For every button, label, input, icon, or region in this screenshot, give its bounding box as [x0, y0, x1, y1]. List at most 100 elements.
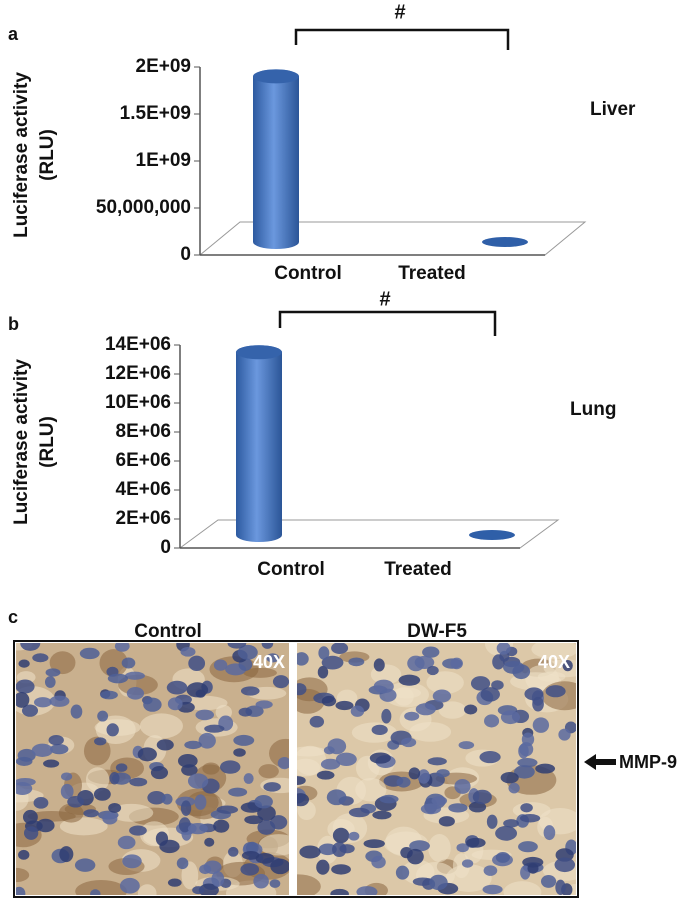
nucleus: [554, 857, 576, 873]
nucleus: [90, 889, 101, 895]
nucleus: [398, 674, 421, 686]
magnification: 40X: [538, 652, 570, 672]
nucleus: [522, 856, 544, 868]
panel-label: a: [8, 24, 19, 44]
nucleus: [348, 657, 365, 667]
nucleus: [472, 789, 492, 805]
nucleus: [532, 717, 550, 733]
nucleus: [121, 657, 136, 669]
nucleus: [500, 771, 519, 784]
nucleus: [97, 710, 109, 722]
nucleus: [461, 859, 474, 868]
nucleus: [415, 703, 436, 716]
nucleus: [50, 743, 69, 755]
nucleus: [178, 817, 191, 833]
nucleus: [484, 714, 500, 728]
nucleus: [94, 737, 107, 746]
nucleus: [327, 738, 347, 755]
stroma: [49, 651, 76, 675]
nucleus: [187, 823, 208, 835]
bar-top: [253, 69, 299, 84]
arrow: [584, 754, 616, 770]
stroma: [181, 861, 199, 890]
nucleus: [316, 859, 330, 875]
nucleus: [122, 854, 142, 869]
nucleus: [431, 796, 448, 806]
nucleus: [297, 776, 306, 785]
nucleus: [238, 707, 253, 717]
y-axis-label: (RLU): [37, 129, 58, 181]
nucleus: [243, 773, 254, 784]
nucleus: [177, 754, 198, 768]
y-tick-label: 4E+06: [116, 479, 171, 500]
nucleus: [147, 791, 166, 805]
significance-bracket: [294, 28, 510, 50]
nucleus: [257, 820, 276, 835]
nucleus: [543, 825, 556, 841]
nucleus: [198, 732, 216, 749]
annotation: MMP-9: [619, 752, 677, 772]
nucleus: [237, 644, 258, 660]
nucleus: [495, 851, 511, 863]
nucleus: [181, 764, 198, 776]
nucleus: [129, 825, 147, 836]
stroma: [384, 682, 430, 708]
organ-label: Liver: [590, 99, 636, 120]
nucleus: [562, 659, 573, 672]
nucleus: [297, 793, 310, 807]
y-tick-label: 1E+09: [136, 150, 191, 171]
nucleus: [33, 697, 52, 708]
nucleus: [318, 843, 337, 856]
nucleus: [100, 690, 118, 700]
nucleus: [45, 668, 61, 677]
nucleus: [272, 675, 289, 689]
nucleus: [426, 665, 439, 676]
nucleus: [216, 805, 239, 814]
nucleus: [408, 767, 421, 780]
nucleus: [257, 805, 276, 821]
nucleus: [321, 655, 344, 670]
nucleus: [555, 879, 566, 895]
nucleus: [521, 732, 535, 747]
nucleus: [67, 796, 85, 808]
magnification: 40X: [253, 652, 285, 672]
nucleus: [167, 878, 182, 887]
y-tick-label: 0: [160, 537, 171, 558]
nucleus: [321, 695, 337, 707]
nucleus: [194, 794, 207, 810]
nucleus: [17, 748, 36, 762]
nucleus: [464, 704, 478, 715]
nucleus: [269, 879, 281, 888]
nucleus: [519, 813, 541, 823]
nucleus: [227, 643, 247, 649]
nucleus: [438, 816, 455, 827]
nucleus: [241, 850, 260, 860]
nucleus: [192, 886, 205, 895]
stroma: [85, 767, 110, 792]
x-tick-label: Control: [274, 263, 342, 284]
nucleus: [143, 697, 162, 712]
nucleus: [270, 858, 289, 875]
nucleus: [254, 795, 273, 809]
nucleus: [540, 874, 557, 888]
nucleus: [18, 659, 30, 668]
nucleus: [406, 848, 424, 865]
nucleus: [93, 787, 111, 801]
column-label: Control: [134, 621, 202, 642]
nucleus: [450, 657, 463, 670]
nucleus: [483, 865, 498, 876]
nucleus: [326, 789, 347, 806]
nucleus: [369, 752, 391, 764]
y-tick-label: 8E+06: [116, 421, 171, 442]
nucleus: [213, 819, 230, 833]
nucleus: [44, 676, 56, 688]
nucleus: [16, 691, 30, 708]
significance-bracket: [278, 310, 497, 336]
nucleus: [33, 796, 49, 809]
bar-top: [236, 345, 282, 360]
nucleus: [261, 643, 274, 649]
nucleus: [49, 695, 70, 707]
nucleus: [496, 643, 511, 655]
nucleus: [508, 782, 520, 794]
